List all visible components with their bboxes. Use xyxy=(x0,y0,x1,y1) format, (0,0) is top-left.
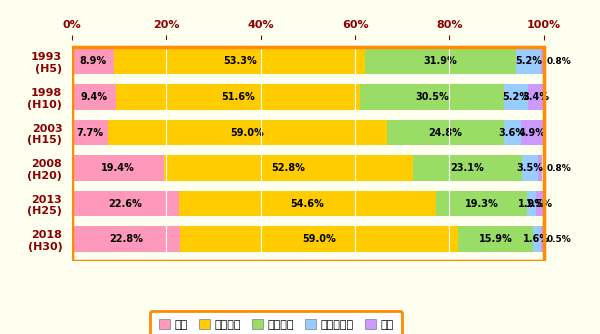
Text: 19.4%: 19.4% xyxy=(101,163,134,173)
Bar xyxy=(541,226,543,252)
Bar xyxy=(516,49,541,74)
Text: 51.6%: 51.6% xyxy=(221,92,255,102)
Bar xyxy=(541,49,544,74)
Bar xyxy=(72,84,116,110)
Text: 5.2%: 5.2% xyxy=(515,56,542,66)
Text: 3.6%: 3.6% xyxy=(499,128,526,138)
Bar xyxy=(521,120,544,145)
Bar xyxy=(504,120,521,145)
Bar xyxy=(436,191,527,216)
Bar xyxy=(536,191,544,216)
Text: 0.5%: 0.5% xyxy=(546,235,571,244)
Text: 5.2%: 5.2% xyxy=(503,92,530,102)
Bar xyxy=(458,226,533,252)
Bar xyxy=(72,155,164,181)
Text: 1.6%: 1.6% xyxy=(523,234,550,244)
Bar xyxy=(72,226,179,252)
Text: 7.7%: 7.7% xyxy=(77,128,104,138)
Text: 3.5%: 3.5% xyxy=(517,163,544,173)
Legend: 満足, まあ満足, 多少不満, 非常に不満, 不明: 満足, まあ満足, 多少不満, 非常に不満, 不明 xyxy=(150,311,403,334)
Bar xyxy=(528,84,544,110)
Text: 9.4%: 9.4% xyxy=(80,92,107,102)
Text: 31.9%: 31.9% xyxy=(424,56,458,66)
Bar xyxy=(527,191,536,216)
Bar xyxy=(114,49,365,74)
Text: 22.6%: 22.6% xyxy=(109,199,142,209)
Text: 1.5%: 1.5% xyxy=(526,199,553,209)
Text: 1.9%: 1.9% xyxy=(518,199,545,209)
Text: 59.0%: 59.0% xyxy=(302,234,335,244)
Bar xyxy=(72,120,109,145)
Bar xyxy=(521,155,538,181)
Bar xyxy=(504,84,528,110)
Text: 8.9%: 8.9% xyxy=(79,56,107,66)
Text: 53.3%: 53.3% xyxy=(223,56,257,66)
Bar xyxy=(365,49,516,74)
Bar xyxy=(179,226,458,252)
Bar xyxy=(533,226,541,252)
Text: 24.8%: 24.8% xyxy=(428,128,462,138)
Text: 4.9%: 4.9% xyxy=(519,128,546,138)
Bar xyxy=(387,120,504,145)
Bar xyxy=(72,191,179,216)
Text: 22.8%: 22.8% xyxy=(109,234,143,244)
Text: 3.4%: 3.4% xyxy=(523,92,550,102)
Bar xyxy=(164,155,413,181)
Bar xyxy=(179,191,436,216)
Bar xyxy=(116,84,360,110)
Text: 54.6%: 54.6% xyxy=(290,199,325,209)
Text: 52.8%: 52.8% xyxy=(271,163,305,173)
Text: 19.3%: 19.3% xyxy=(465,199,499,209)
Bar xyxy=(538,155,542,181)
Bar xyxy=(72,49,114,74)
Text: 59.0%: 59.0% xyxy=(230,128,265,138)
Text: 30.5%: 30.5% xyxy=(415,92,449,102)
Text: 0.8%: 0.8% xyxy=(546,57,571,66)
Text: 23.1%: 23.1% xyxy=(450,163,484,173)
Bar xyxy=(360,84,504,110)
Bar xyxy=(109,120,387,145)
Text: 0.8%: 0.8% xyxy=(546,164,571,173)
Text: 15.9%: 15.9% xyxy=(479,234,512,244)
Bar xyxy=(413,155,521,181)
